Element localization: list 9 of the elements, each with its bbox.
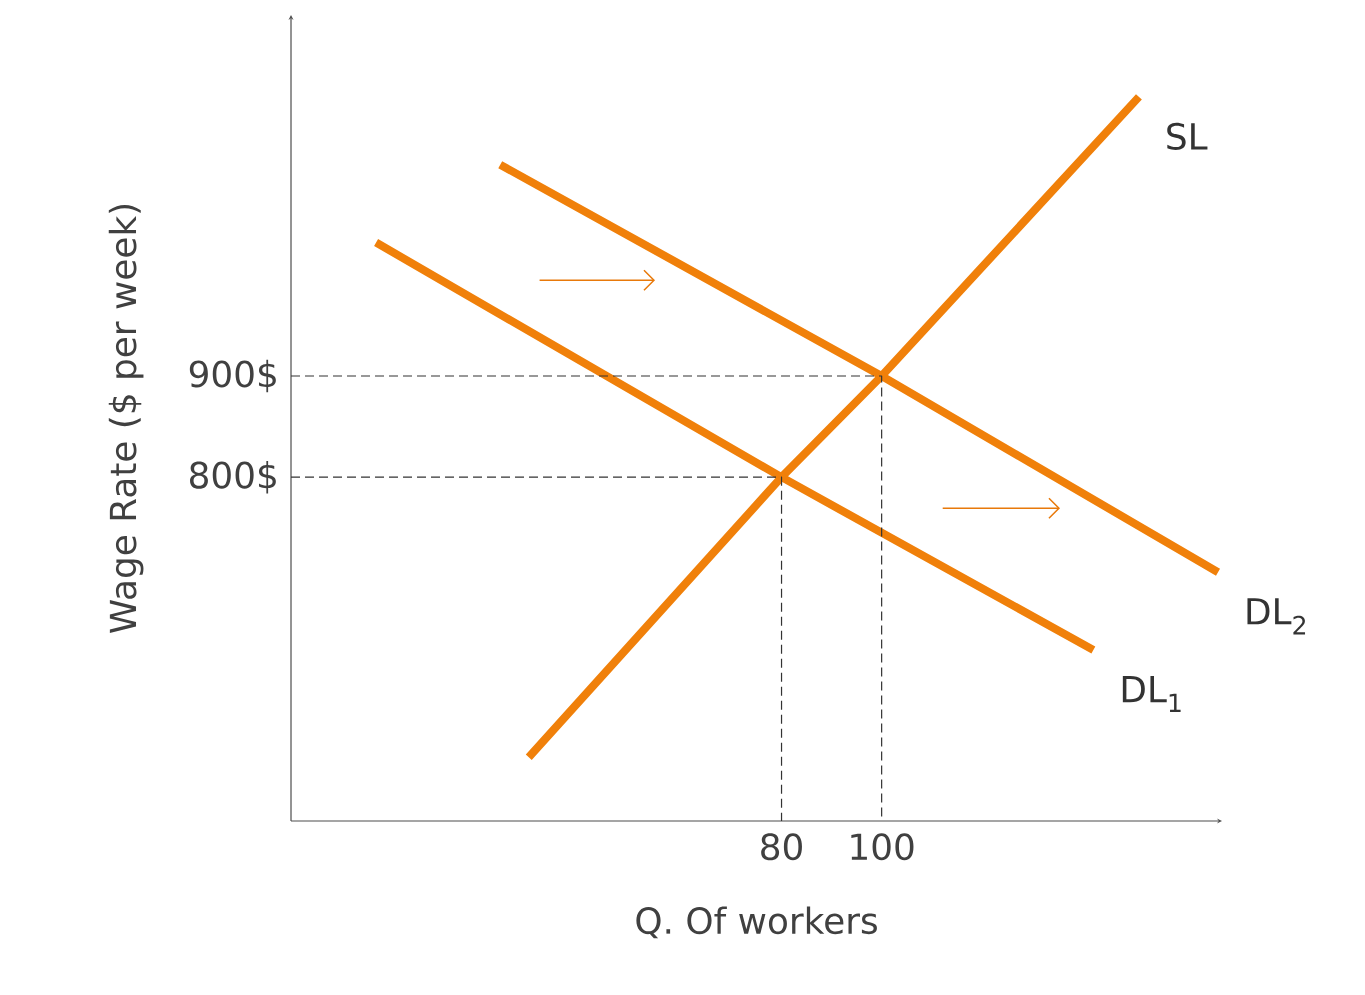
x-tick-label: 100 <box>851 833 914 861</box>
x-axis-title: Q. Of workers <box>636 906 877 939</box>
series-label: DL$_{2}$ <box>1247 598 1306 635</box>
y-tick-label: 900$ <box>189 359 276 393</box>
series-label: SL <box>1167 122 1208 150</box>
series-label: DL$_{1}$ <box>1122 676 1181 712</box>
y-tick-label: 800$ <box>190 460 276 494</box>
x-tick-label: 80 <box>761 833 802 861</box>
y-axis-title: Wage Rate ($ per week) <box>108 204 144 634</box>
